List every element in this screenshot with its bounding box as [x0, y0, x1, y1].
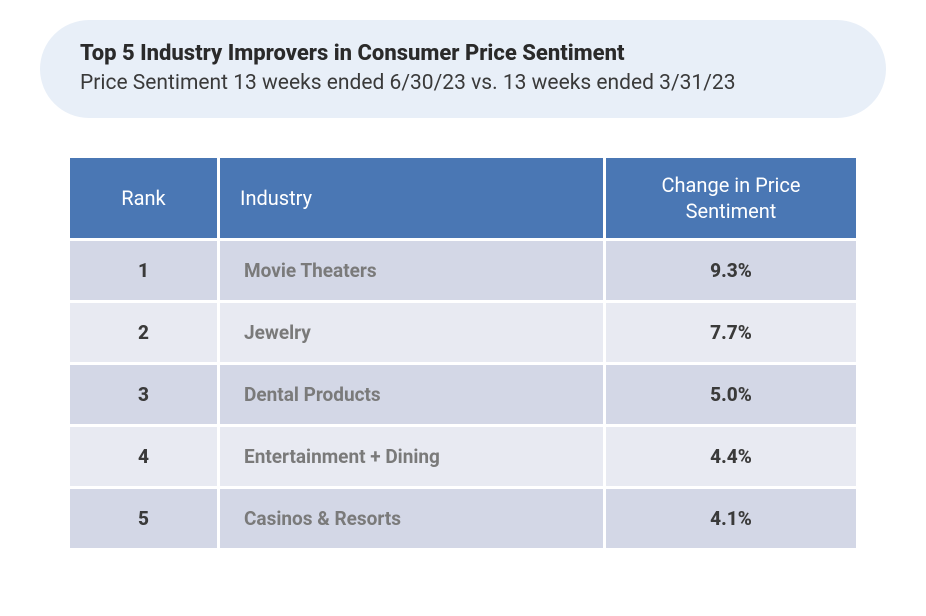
col-header-industry: Industry [220, 158, 606, 238]
cell-change: 4.1% [606, 486, 856, 548]
cell-industry: Movie Theaters [220, 238, 606, 300]
table-body: 1 Movie Theaters 9.3% 2 Jewelry 7.7% 3 D… [70, 238, 856, 548]
cell-rank: 5 [70, 486, 220, 548]
cell-industry: Casinos & Resorts [220, 486, 606, 548]
table-row: 3 Dental Products 5.0% [70, 362, 856, 424]
cell-change: 5.0% [606, 362, 856, 424]
cell-change: 4.4% [606, 424, 856, 486]
table-container: Rank Industry Change in Price Sentiment … [40, 158, 886, 548]
sentiment-table: Rank Industry Change in Price Sentiment … [70, 158, 856, 548]
cell-change: 7.7% [606, 300, 856, 362]
cell-rank: 2 [70, 300, 220, 362]
cell-industry: Entertainment + Dining [220, 424, 606, 486]
col-header-rank: Rank [70, 158, 220, 238]
cell-rank: 1 [70, 238, 220, 300]
col-header-change: Change in Price Sentiment [606, 158, 856, 238]
cell-rank: 3 [70, 362, 220, 424]
chart-subtitle: Price Sentiment 13 weeks ended 6/30/23 v… [80, 69, 846, 98]
table-header-row: Rank Industry Change in Price Sentiment [70, 158, 856, 238]
table-row: 1 Movie Theaters 9.3% [70, 238, 856, 300]
chart-title: Top 5 Industry Improvers in Consumer Pri… [80, 40, 846, 69]
cell-change: 9.3% [606, 238, 856, 300]
table-row: 5 Casinos & Resorts 4.1% [70, 486, 856, 548]
cell-rank: 4 [70, 424, 220, 486]
cell-industry: Dental Products [220, 362, 606, 424]
header-pill: Top 5 Industry Improvers in Consumer Pri… [40, 20, 886, 118]
table-row: 4 Entertainment + Dining 4.4% [70, 424, 856, 486]
table-row: 2 Jewelry 7.7% [70, 300, 856, 362]
cell-industry: Jewelry [220, 300, 606, 362]
